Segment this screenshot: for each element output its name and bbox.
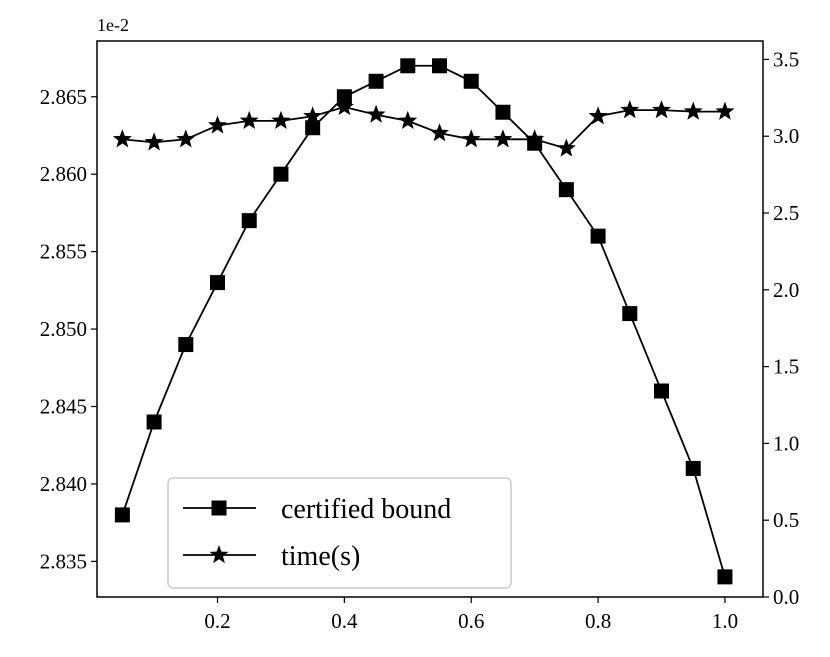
data-point-square <box>685 460 701 476</box>
data-point-star <box>112 129 132 148</box>
y-left-tick-label: 2.860 <box>40 162 87 186</box>
y-left-offset-label: 1e-2 <box>97 15 129 35</box>
series-time-s- <box>112 97 735 157</box>
data-point-star <box>683 101 703 120</box>
data-point-square <box>146 414 162 430</box>
data-point-square <box>336 89 352 105</box>
data-point-star <box>652 100 672 119</box>
legend-entry: certified bound <box>183 494 451 525</box>
data-point-star <box>366 104 386 123</box>
data-point-square <box>178 337 194 353</box>
y-left-tick-label: 2.865 <box>40 85 87 109</box>
data-point-square <box>622 306 638 322</box>
y-right-tick-label: 0.5 <box>773 508 799 532</box>
series-layer <box>112 58 735 585</box>
data-point-square <box>368 73 384 89</box>
data-point-square <box>241 213 257 229</box>
y-left-tick-label: 2.840 <box>40 472 87 496</box>
data-point-square <box>558 182 574 198</box>
data-point-square <box>654 383 670 399</box>
legend-label: certified bound <box>281 494 451 525</box>
legend: certified bound time(s) <box>167 477 512 589</box>
data-point-star <box>303 106 323 125</box>
data-point-star <box>144 132 164 151</box>
x-axis: 0.2 0.4 0.6 0.8 1.0 <box>204 597 738 633</box>
data-point-star <box>493 129 513 148</box>
data-point-square <box>432 58 448 74</box>
x-tick-label: 1.0 <box>712 609 738 633</box>
y-left-tick-label: 2.845 <box>40 395 87 419</box>
data-point-square <box>305 120 321 136</box>
y-right-tick-label: 3.5 <box>773 47 799 71</box>
plot-area <box>96 40 764 598</box>
data-point-star <box>208 115 228 134</box>
data-point-star <box>176 129 196 148</box>
data-point-star <box>556 138 576 157</box>
y-right-tick-label: 3.0 <box>773 124 799 148</box>
legend-entry: time(s) <box>183 541 360 572</box>
data-point-star <box>588 106 608 125</box>
y-right-tick-label: 1.5 <box>773 355 799 379</box>
data-point-square <box>590 228 606 244</box>
y-axis-left: 2.835 2.840 2.845 2.850 2.855 2.860 2.865 1e-2 <box>40 15 129 573</box>
legend-label: time(s) <box>281 541 360 572</box>
data-point-star <box>334 97 354 116</box>
data-point-star <box>430 123 450 142</box>
y-right-tick-label: 0.0 <box>773 585 799 609</box>
data-point-star <box>461 129 481 148</box>
y-right-tick-label: 2.5 <box>773 201 799 225</box>
legend-marker-star <box>209 545 229 564</box>
data-point-star <box>715 101 735 120</box>
y-right-tick-label: 1.0 <box>773 431 799 455</box>
x-tick-label: 0.2 <box>204 609 230 633</box>
y-left-tick-label: 2.850 <box>40 317 87 341</box>
plot-frame <box>96 40 764 598</box>
data-point-square <box>717 569 733 585</box>
data-point-star <box>620 100 640 119</box>
y-right-tick-label: 2.0 <box>773 278 799 302</box>
data-point-square <box>210 275 226 291</box>
data-point-square <box>495 104 511 120</box>
data-point-star <box>525 129 545 148</box>
x-tick-label: 0.8 <box>585 609 611 633</box>
data-point-star <box>239 110 259 129</box>
series-line <box>122 106 725 150</box>
y-left-tick-label: 2.855 <box>40 240 87 264</box>
series-line <box>121 64 726 578</box>
data-point-square <box>114 507 130 523</box>
y-left-tick-label: 2.835 <box>40 549 87 573</box>
legend-box <box>167 477 512 589</box>
data-point-square <box>273 166 289 182</box>
data-point-star <box>271 110 291 129</box>
data-point-square <box>400 58 416 74</box>
y-axis-right: 0.0 0.5 1.0 1.5 2.0 2.5 3.0 3.5 <box>763 47 799 609</box>
x-tick-label: 0.4 <box>331 609 358 633</box>
x-tick-label: 0.6 <box>458 609 484 633</box>
data-point-star <box>398 110 418 129</box>
data-point-square <box>463 73 479 89</box>
legend-marker-square <box>211 500 227 516</box>
